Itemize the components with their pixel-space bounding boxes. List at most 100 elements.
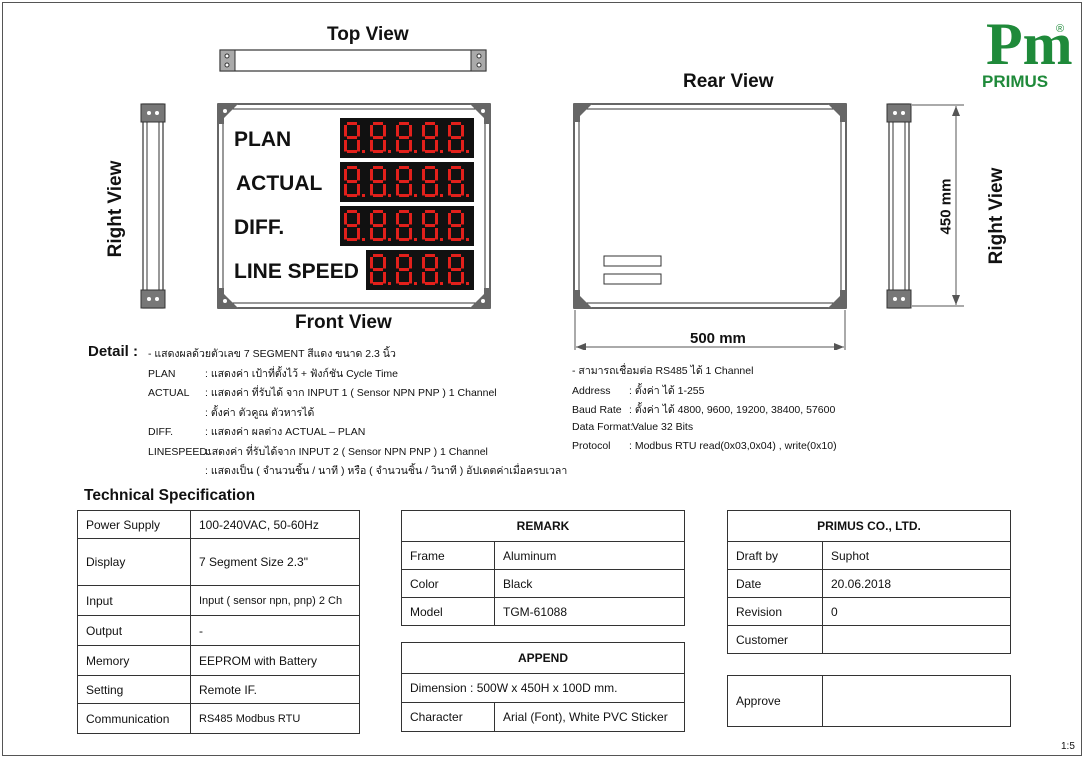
segment-digit bbox=[448, 122, 469, 153]
height-dimension-label: 450 mm bbox=[937, 178, 955, 235]
segment-digit bbox=[422, 166, 443, 197]
append-character-value: Arial (Font), White PVC Sticker bbox=[494, 702, 685, 732]
scale-label: 1:5 bbox=[1061, 741, 1075, 752]
remark-row: Model TGM-61088 bbox=[401, 597, 685, 626]
tech-spec-key: Output bbox=[77, 615, 191, 646]
tech-spec-value: RS485 Modbus RTU bbox=[190, 703, 360, 734]
drawing-frame bbox=[2, 2, 1082, 756]
tech-spec-value: Input ( sensor npn, pnp) 2 Ch bbox=[190, 585, 360, 616]
height-dimension-line bbox=[912, 104, 964, 307]
approve-label: Approve bbox=[727, 675, 823, 727]
detail-right-text: : ตั้งค่า ได้ 1-255 bbox=[629, 384, 705, 397]
top-view-drawing bbox=[219, 49, 487, 72]
seven-segment-display-2 bbox=[340, 162, 474, 202]
company-value: 20.06.2018 bbox=[822, 569, 1011, 598]
detail-left-text: แสดงค่า ที่รับได้จาก INPUT 2 ( Sensor NP… bbox=[205, 445, 488, 458]
company-table: PRIMUS CO., LTD. Draft by Suphot Date 20.06.… bbox=[727, 510, 1011, 654]
tech-spec-row: Power Supply 100-240VAC, 50-60Hz bbox=[77, 510, 360, 539]
remark-row: Color Black bbox=[401, 569, 685, 598]
right-view-title-left: Right View bbox=[105, 160, 126, 258]
segment-digit bbox=[422, 122, 443, 153]
segment-digit bbox=[448, 166, 469, 197]
width-dimension-line bbox=[574, 310, 846, 350]
segment-digit bbox=[370, 122, 391, 153]
remark-key: Frame bbox=[401, 541, 495, 570]
append-dimension: Dimension : 500W x 450H x 100D mm. bbox=[401, 673, 685, 703]
right-view-title-right: Right View bbox=[986, 167, 1007, 265]
detail-left-line: : แสดงเป็น ( จำนวนชิ้น / นาที ) หรือ ( จ… bbox=[148, 462, 567, 479]
company-title: PRIMUS CO., LTD. bbox=[727, 510, 1011, 542]
board-label-4: LINE SPEED bbox=[234, 260, 359, 283]
tech-spec-table: Power Supply 100-240VAC, 50-60Hz Display 7 … bbox=[77, 510, 360, 734]
detail-right-text: : Modbus RTU read(0x03,0x04) , write(0x1… bbox=[629, 440, 837, 452]
detail-left-text: - แสดงผลด้วยตัวเลข 7 SEGMENT สีแดง ขนาด … bbox=[148, 348, 396, 360]
tech-spec-key: Power Supply bbox=[77, 510, 191, 539]
detail-right-text: Value 32 Bits bbox=[632, 420, 694, 433]
tech-spec-row: Output - bbox=[77, 615, 360, 646]
segment-digit bbox=[448, 210, 469, 241]
detail-right-line: Protocol: Modbus RTU read(0x03,0x04) , w… bbox=[572, 440, 837, 452]
append-title: APPEND bbox=[401, 642, 685, 674]
company-key: Date bbox=[727, 569, 823, 598]
tech-spec-row: Input Input ( sensor npn, pnp) 2 Ch bbox=[77, 585, 360, 616]
tech-spec-key: Display bbox=[77, 538, 191, 586]
tech-spec-row: Display 7 Segment Size 2.3" bbox=[77, 538, 360, 586]
detail-right-line: - สามารถเชื่อมต่อ RS485 ได้ 1 Channel bbox=[572, 362, 753, 379]
segment-digit bbox=[422, 210, 443, 241]
append-character-label: Character bbox=[401, 702, 495, 732]
detail-left-text: : แสดงค่า ผลต่าง ACTUAL – PLAN bbox=[205, 426, 366, 438]
board-label-3: DIFF. bbox=[234, 216, 285, 239]
logo-mark-p: Pm bbox=[986, 11, 1073, 72]
segment-digit bbox=[396, 254, 417, 285]
approve-value bbox=[822, 675, 1011, 727]
company-row: Revision 0 bbox=[727, 597, 1011, 626]
detail-left-text: : แสดงเป็น ( จำนวนชิ้น / นาที ) หรือ ( จ… bbox=[205, 465, 568, 477]
detail-right-text: - สามารถเชื่อมต่อ RS485 ได้ 1 Channel bbox=[572, 365, 754, 377]
detail-right-line: Address: ตั้งค่า ได้ 1-255 bbox=[572, 382, 705, 399]
remark-value: Aluminum bbox=[494, 541, 685, 570]
detail-left-key: PLAN bbox=[148, 367, 176, 380]
append-table: APPEND Dimension : 500W x 450H x 100D mm… bbox=[401, 642, 685, 732]
primus-logo: Pm ® PRIMUS bbox=[982, 10, 1074, 92]
company-row: Customer bbox=[727, 625, 1011, 654]
segment-digit bbox=[370, 210, 391, 241]
detail-left-line: DIFF.: แสดงค่า ผลต่าง ACTUAL – PLAN bbox=[148, 423, 365, 440]
remark-title: REMARK bbox=[401, 510, 685, 542]
segment-digit bbox=[370, 166, 391, 197]
detail-left-key: LINESPEED: bbox=[148, 445, 210, 458]
remark-key: Color bbox=[401, 569, 495, 598]
tech-spec-key: Memory bbox=[77, 645, 191, 676]
rear-view-drawing bbox=[573, 103, 847, 309]
segment-digit bbox=[344, 210, 365, 241]
segment-digit bbox=[344, 166, 365, 197]
company-row: Draft by Suphot bbox=[727, 541, 1011, 570]
detail-left-line: ACTUAL: แสดงค่า ที่รับได้ จาก INPUT 1 ( … bbox=[148, 384, 497, 401]
segment-digit bbox=[448, 254, 469, 285]
company-value bbox=[822, 625, 1011, 654]
logo-text: PRIMUS bbox=[982, 72, 1049, 91]
detail-right-line: Data Format:Value 32 Bits bbox=[572, 421, 693, 433]
tech-spec-title: Technical Specification bbox=[84, 487, 256, 504]
seven-segment-display-3 bbox=[340, 206, 474, 246]
tech-spec-key: Communication bbox=[77, 703, 191, 734]
segment-digit bbox=[396, 166, 417, 197]
front-view-title: Front View bbox=[295, 312, 392, 333]
detail-left-line: PLAN : แสดงค่า เป้าที่ตั้งไว้ + ฟังก์ชัน … bbox=[148, 365, 398, 382]
tech-spec-key: Setting bbox=[77, 675, 191, 704]
detail-left-key: ACTUAL bbox=[148, 387, 190, 399]
logo-registered: ® bbox=[1056, 23, 1064, 35]
board-label-2: ACTUAL bbox=[236, 172, 323, 195]
company-value: 0 bbox=[822, 597, 1011, 626]
tech-spec-key: Input bbox=[77, 585, 191, 616]
detail-left-text: : แสดงค่า เป้าที่ตั้งไว้ + ฟังก์ชัน Cycl… bbox=[205, 367, 399, 380]
detail-right-key: Data Format: bbox=[572, 420, 634, 433]
company-row: Date 20.06.2018 bbox=[727, 569, 1011, 598]
detail-left-line: : ตั้งค่า ตัวคูณ ตัวหารได้ bbox=[148, 404, 314, 421]
company-key: Draft by bbox=[727, 541, 823, 570]
remark-table: REMARK Frame Aluminum Color Black Model TGM-61… bbox=[401, 510, 685, 626]
remark-value: Black bbox=[494, 569, 685, 598]
segment-digit bbox=[396, 210, 417, 241]
seven-segment-display-1 bbox=[340, 118, 474, 158]
tech-spec-value: - bbox=[190, 615, 360, 646]
tech-spec-value: 7 Segment Size 2.3" bbox=[190, 538, 360, 586]
